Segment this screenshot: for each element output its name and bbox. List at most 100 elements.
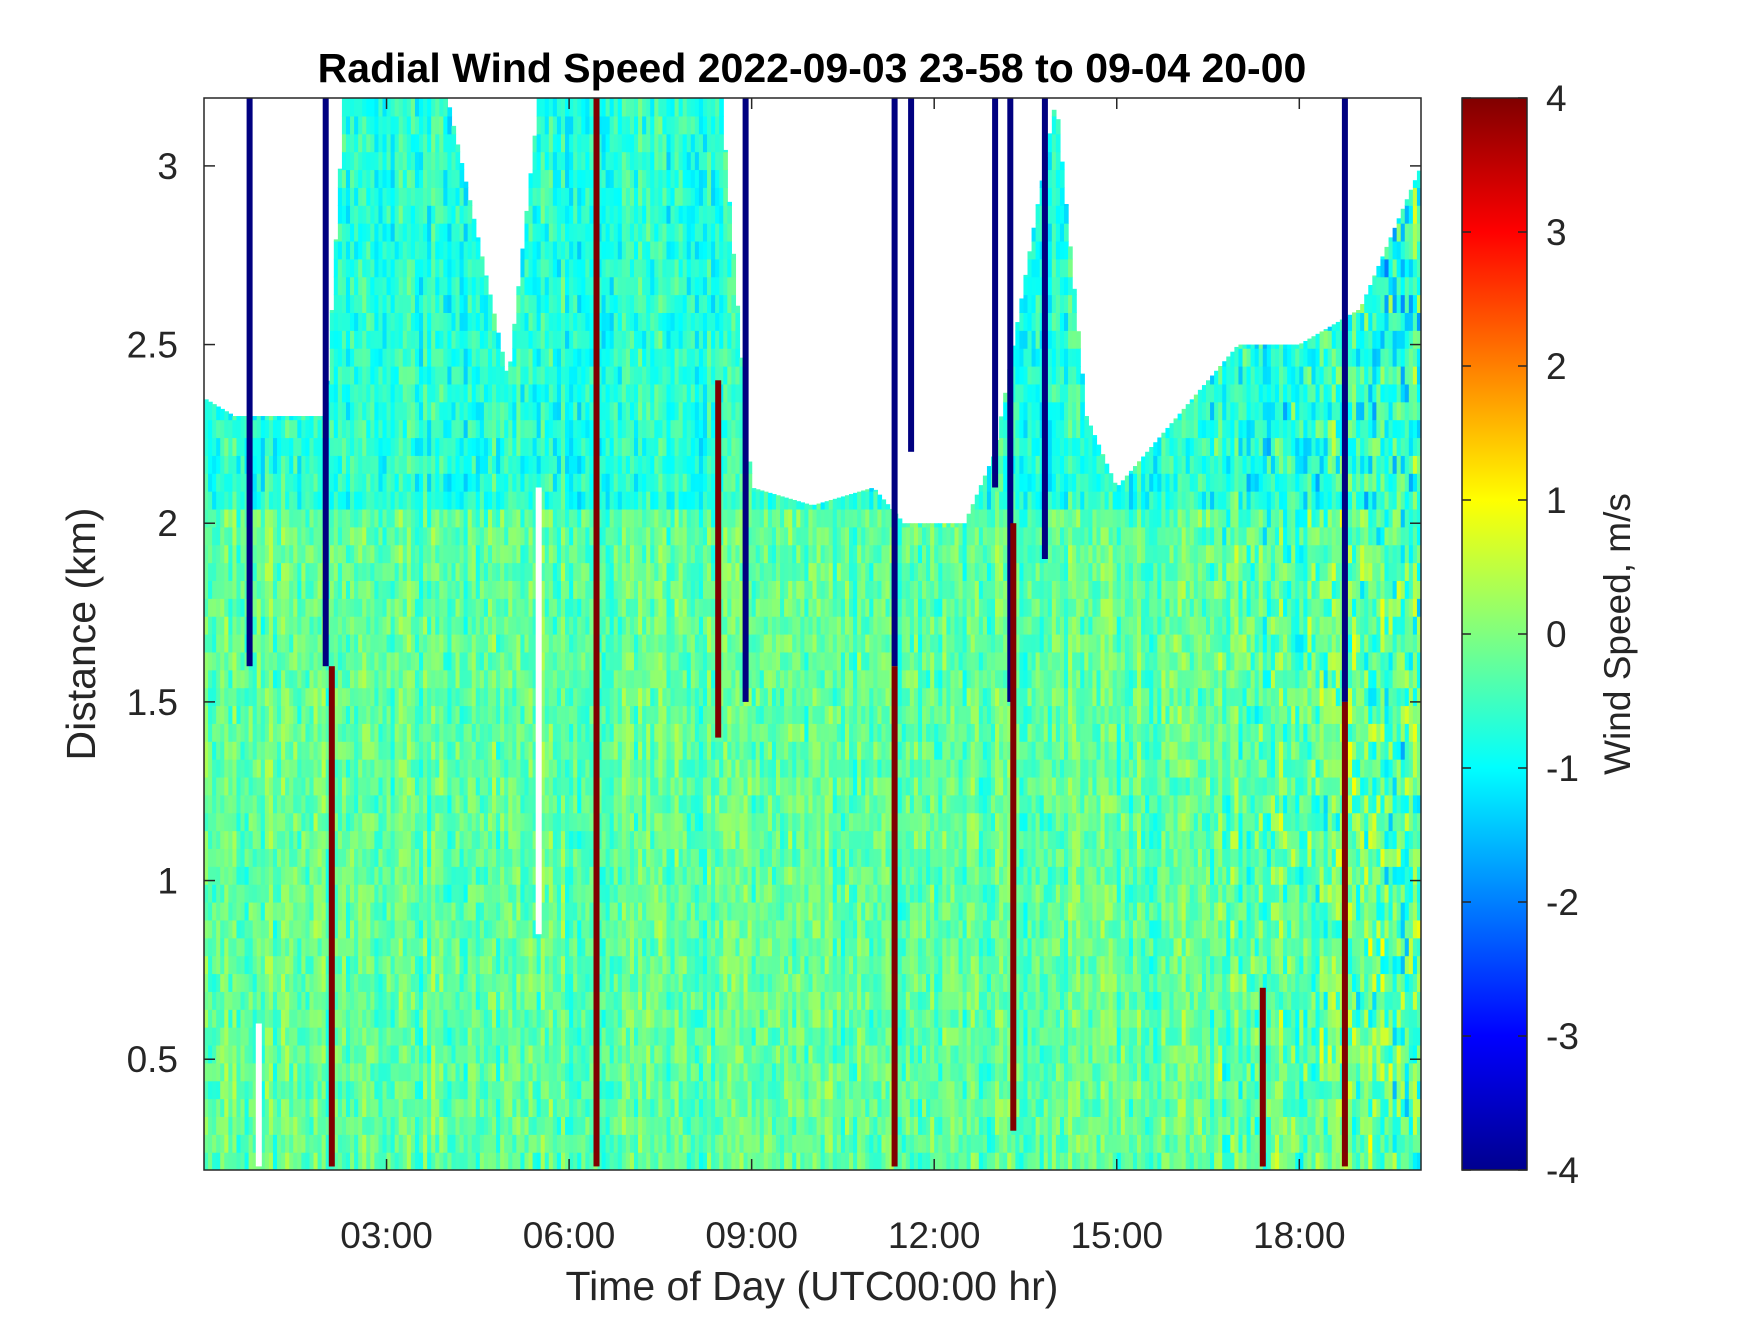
heatmap-cell (483, 562, 489, 581)
heatmap-cell (354, 187, 359, 206)
heatmap-cell (406, 973, 412, 992)
heatmap-cell (289, 776, 294, 796)
heatmap-cell (419, 580, 424, 599)
heatmap-cell (208, 669, 213, 689)
heatmap-cell (337, 330, 343, 349)
heatmap-cell (394, 508, 400, 528)
heatmap-cell (394, 955, 400, 975)
heatmap-cell (447, 848, 453, 867)
heatmap-cell (366, 687, 371, 707)
heatmap-cell (443, 205, 448, 224)
heatmap-cell (459, 902, 465, 921)
heatmap-cell (220, 562, 225, 581)
heatmap-cell (232, 491, 238, 510)
heatmap-cell (252, 1098, 258, 1117)
heatmap-cell (447, 526, 453, 546)
heatmap-cell (419, 437, 424, 456)
heatmap-cell (264, 526, 270, 546)
heatmap-cell (500, 759, 505, 778)
heatmap-cell (483, 544, 489, 564)
heatmap-cell (435, 294, 440, 313)
heatmap-cell (350, 473, 355, 492)
heatmap-cell (427, 383, 432, 403)
heatmap-cell (471, 366, 477, 385)
heatmap-cell (240, 598, 246, 617)
heatmap-cell (552, 1009, 558, 1028)
heatmap-cell (565, 651, 570, 671)
heatmap-cell (378, 223, 384, 242)
heatmap-cell (419, 562, 424, 581)
heatmap-cell (451, 294, 457, 313)
heatmap-cell (329, 383, 335, 403)
heatmap-cell (281, 991, 286, 1010)
heatmap-cell (260, 580, 266, 599)
heatmap-cell (536, 187, 542, 206)
heatmap-cell (427, 937, 432, 957)
heatmap-cell (394, 348, 400, 367)
heatmap-cell (532, 598, 538, 617)
heatmap-cell (427, 508, 432, 528)
heatmap-cell (500, 634, 505, 653)
heatmap-cell (208, 526, 213, 546)
heatmap-cell (455, 991, 461, 1010)
heatmap-cell (386, 634, 392, 653)
heatmap-cell (228, 437, 233, 456)
heatmap-cell (565, 473, 570, 492)
heatmap-cell (500, 741, 505, 760)
heatmap-cell (285, 705, 290, 724)
heatmap-cell (358, 508, 363, 528)
heatmap-cell (285, 937, 290, 957)
heatmap-cell (528, 776, 534, 796)
heatmap-cell (423, 937, 428, 957)
heatmap-cell (341, 812, 347, 832)
heatmap-cell (260, 973, 266, 992)
heatmap-cell (345, 741, 351, 760)
heatmap-cell (354, 330, 359, 349)
heatmap-cell (447, 169, 453, 188)
heatmap-cell (378, 562, 384, 581)
heatmap-cell (293, 705, 298, 724)
heatmap-cell (435, 562, 440, 581)
heatmap-cell (329, 330, 335, 349)
heatmap-cell (524, 776, 530, 796)
heatmap-cell (382, 508, 388, 528)
heatmap-cell (516, 812, 522, 832)
heatmap-cell (512, 419, 517, 439)
heatmap-cell (277, 866, 282, 885)
heatmap-cell (524, 598, 530, 617)
heatmap-cell (419, 848, 424, 867)
heatmap-cell (443, 705, 448, 724)
heatmap-cell (548, 508, 554, 528)
heatmap-cell (447, 437, 453, 456)
heatmap-cell (459, 526, 465, 546)
heatmap-cell (236, 812, 242, 832)
heatmap-cell (358, 348, 363, 367)
heatmap-cell (443, 884, 448, 903)
heatmap-cell (394, 312, 400, 331)
heatmap-cell (565, 1152, 570, 1170)
heatmap-cell (309, 794, 315, 814)
heatmap-cell (410, 1116, 416, 1135)
heatmap-cell (483, 419, 489, 439)
heatmap-cell (398, 884, 404, 903)
heatmap-cell (471, 294, 477, 313)
heatmap-cell (358, 830, 363, 849)
heatmap-cell (459, 508, 465, 528)
heatmap-cell (475, 598, 481, 617)
heatmap-cell (285, 1098, 290, 1117)
heatmap-cell (325, 1098, 331, 1117)
heatmap-cell (329, 616, 335, 635)
heatmap-cell (556, 1062, 562, 1082)
heatmap-cell (293, 598, 298, 617)
heatmap-cell (520, 1134, 526, 1153)
heatmap-cell (577, 973, 582, 992)
heatmap-cell (260, 955, 266, 975)
heatmap-cell (439, 937, 444, 957)
heatmap-cell (500, 1027, 505, 1046)
heatmap-cell (540, 491, 546, 510)
heatmap-cell (516, 902, 522, 921)
heatmap-cell (329, 526, 335, 546)
heatmap-cell (345, 1134, 351, 1153)
heatmap-cell (289, 723, 294, 742)
heatmap-cell (410, 687, 416, 707)
